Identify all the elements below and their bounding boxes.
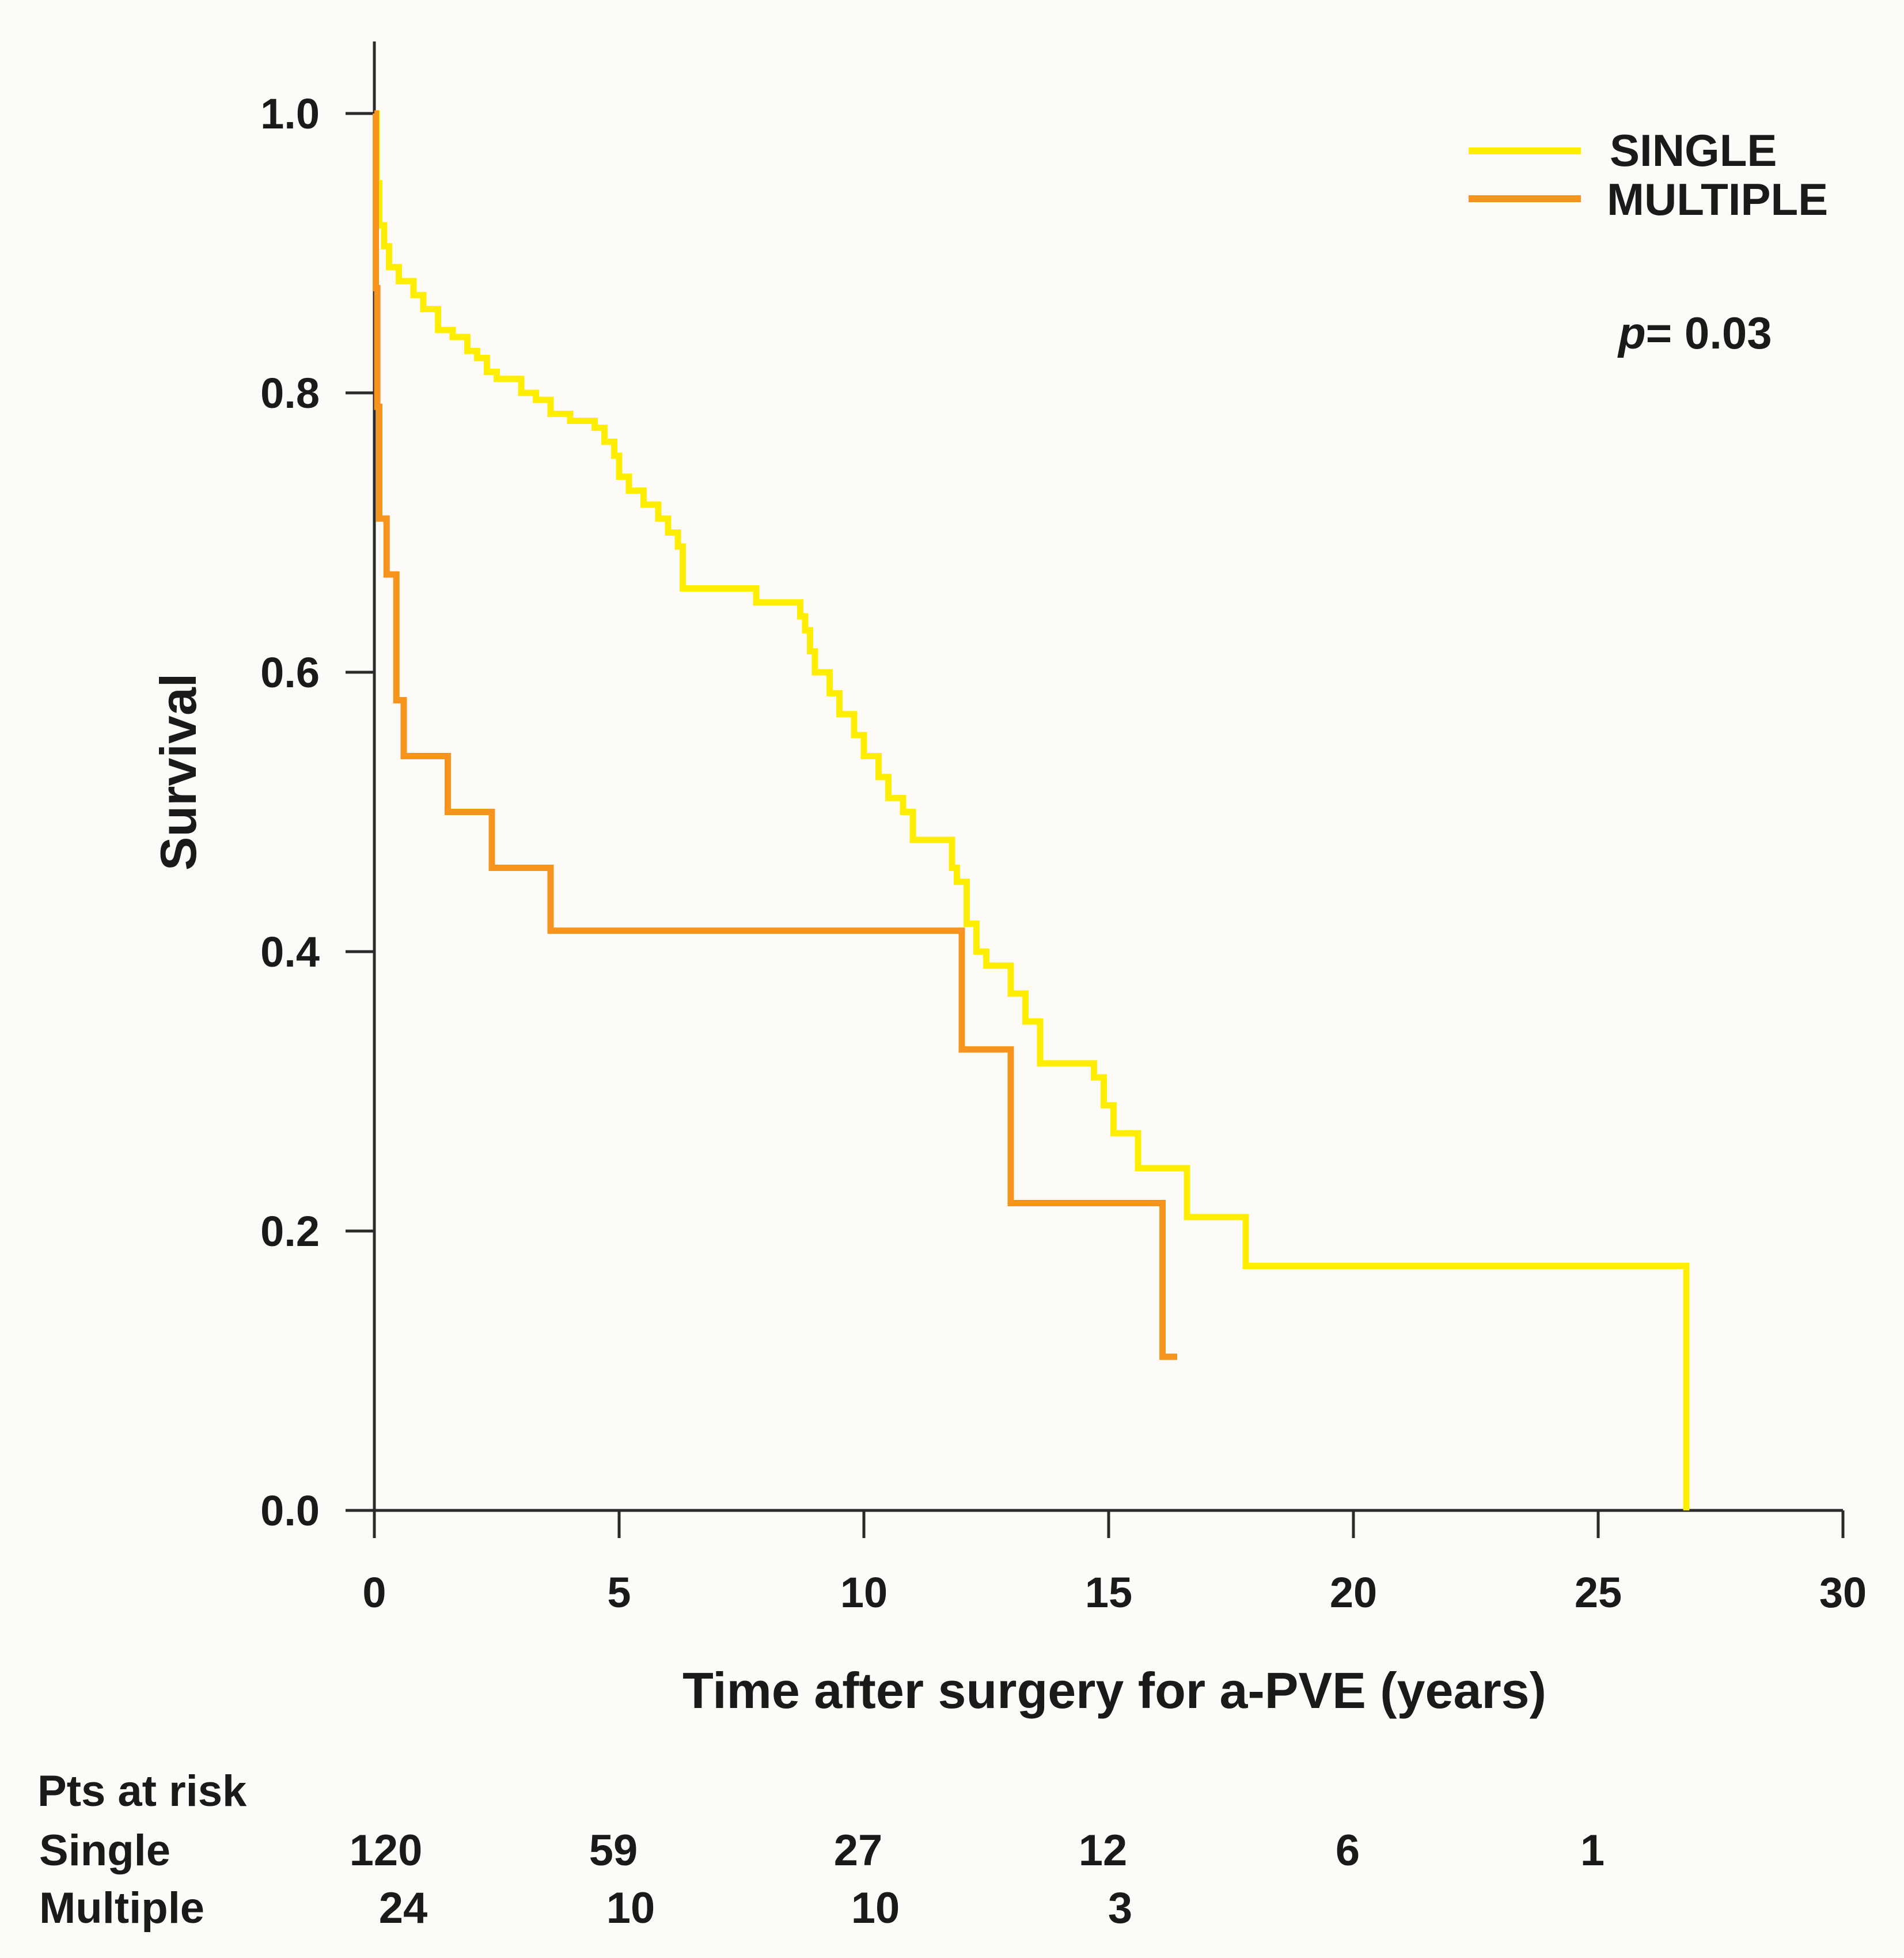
y-axis-ticks: 0.0 0.2 0.4 0.6 0.8 1.0	[260, 90, 374, 1535]
risk-value-single: 59	[589, 1826, 638, 1875]
p-value-number: = 0.03	[1646, 308, 1772, 358]
risk-value-multiple: 10	[851, 1884, 900, 1933]
x-tick-label: 30	[1819, 1569, 1867, 1616]
x-axis-ticks: 0 5 10 15 20 25 30	[362, 1510, 1867, 1616]
p-value-annotation: p= 0.03	[1617, 308, 1772, 358]
x-tick-label: 10	[840, 1569, 887, 1616]
series-line-single	[373, 110, 1690, 1510]
survival-curves	[373, 110, 1690, 1510]
risk-row-label-multiple: Multiple	[39, 1884, 204, 1933]
risk-table-values: 120 59 27 12 6 1 24 10 10 3	[350, 1826, 1605, 1933]
legend: SINGLE MULTIPLE	[1469, 125, 1828, 225]
x-tick-label: 25	[1575, 1569, 1622, 1616]
y-tick-label: 1.0	[260, 90, 320, 138]
risk-table-title: Pts at risk	[37, 1767, 247, 1816]
y-axis-title: Survival	[150, 673, 207, 870]
x-tick-label: 5	[607, 1569, 631, 1616]
risk-row-label-single: Single	[39, 1826, 170, 1875]
y-tick-label: 0.4	[260, 928, 320, 976]
p-value-symbol: p	[1617, 308, 1646, 358]
risk-table: Pts at risk Single Multiple 120 59 27 12 6 12…	[37, 1767, 1605, 1933]
series-line-multiple	[373, 110, 1177, 1360]
y-tick-label: 0.0	[260, 1487, 320, 1535]
x-tick-label: 20	[1330, 1569, 1377, 1616]
risk-value-single: 12	[1079, 1826, 1128, 1875]
legend-label-single: SINGLE	[1610, 125, 1777, 176]
risk-value-single: 27	[834, 1826, 883, 1875]
legend-label-multiple: MULTIPLE	[1607, 174, 1828, 225]
y-tick-label: 0.2	[260, 1207, 320, 1255]
risk-value-single: 6	[1336, 1826, 1360, 1875]
y-tick-label: 0.8	[260, 369, 320, 417]
x-tick-label: 15	[1085, 1569, 1132, 1616]
risk-value-single: 1	[1580, 1826, 1605, 1875]
risk-value-multiple: 10	[606, 1884, 655, 1933]
y-tick-label: 0.6	[260, 649, 320, 696]
risk-value-multiple: 24	[379, 1884, 428, 1933]
x-axis-title: Time after surgery for a-PVE (years)	[682, 1662, 1546, 1719]
x-tick-label: 0	[362, 1569, 386, 1616]
risk-value-single: 120	[350, 1826, 423, 1875]
risk-value-multiple: 3	[1108, 1884, 1132, 1933]
